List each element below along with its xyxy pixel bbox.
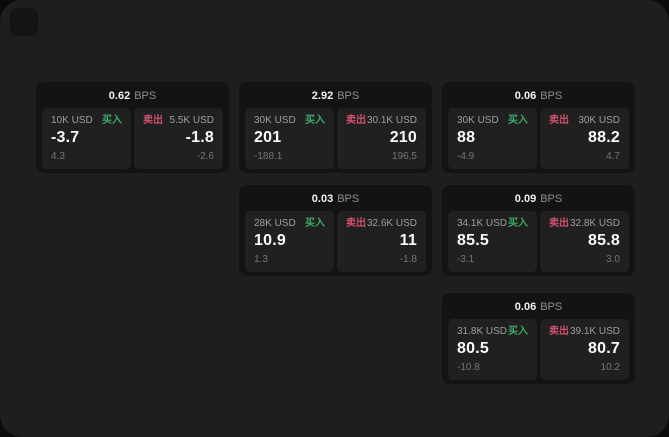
sell-side-label: 卖出 [143,115,163,126]
buy-side-label: 买入 [508,326,528,337]
sell-price: 210 [389,129,417,146]
buy-price: 10.9 [254,232,286,249]
sell-size: 30.1K USD [366,115,417,126]
sell-side-label: 卖出 [346,115,366,126]
sell-delta: 196.5 [391,151,417,162]
sell-side-label: 卖出 [549,115,569,126]
spread-header: 0.62 BPS [42,89,223,104]
quote-tiles: 28K USD 买入 10.9 1.3 卖出 32.6K USD 11 -1.8 [245,211,426,272]
quote-card: 0.03 BPS 28K USD 买入 10.9 1.3 卖出 32.6K USD… [239,185,432,276]
spread-header: 0.06 BPS [448,300,629,315]
buy-side-label: 买入 [508,115,528,126]
buy-size: 31.8K USD [457,326,508,337]
sell-tile[interactable]: 卖出 39.1K USD 80.7 10.2 [540,319,629,380]
sell-size: 30K USD [578,115,620,126]
spread-header: 0.06 BPS [448,89,629,104]
sell-tile[interactable]: 卖出 32.8K USD 85.8 3.0 [540,211,629,272]
spread-value: 0.03 [311,193,334,205]
buy-side-label: 买入 [102,115,122,126]
buy-delta: -4.9 [457,151,475,162]
buy-price: -3.7 [51,129,80,146]
bps-label: BPS [540,193,563,205]
quote-card: 0.06 BPS 31.8K USD 买入 80.5 -10.8 卖出 39.1K… [442,293,635,384]
sell-tile[interactable]: 卖出 30K USD 88.2 4.7 [540,108,629,169]
sell-price: 11 [399,232,417,249]
sell-price: 80.7 [588,340,620,357]
spread-value: 0.09 [514,193,537,205]
bps-label: BPS [337,193,360,205]
buy-size: 10K USD [51,115,93,126]
quote-card: 0.09 BPS 34.1K USD 买入 85.5 -3.1 卖出 32.8K … [442,185,635,276]
quote-card: 2.92 BPS 30K USD 买入 201 -188.1 卖出 30.1K U… [239,82,432,173]
sell-tile[interactable]: 卖出 5.5K USD -1.8 -2.6 [134,108,223,169]
buy-tile[interactable]: 10K USD 买入 -3.7 4.3 [42,108,131,169]
quote-card: 0.62 BPS 10K USD 买入 -3.7 4.3 卖出 5.5K USD … [36,82,229,173]
bps-label: BPS [134,90,157,102]
sell-price: 85.8 [588,232,620,249]
app-icon[interactable] [10,8,38,36]
buy-tile[interactable]: 34.1K USD 买入 85.5 -3.1 [448,211,537,272]
sell-delta: 3.0 [606,254,620,265]
bps-label: BPS [337,90,360,102]
spread-value: 0.62 [108,90,131,102]
buy-price: 88 [457,129,476,146]
sell-size: 39.1K USD [569,326,620,337]
sell-side-label: 卖出 [549,326,569,337]
spread-value: 2.92 [311,90,334,102]
buy-tile[interactable]: 30K USD 买入 88 -4.9 [448,108,537,169]
buy-size: 28K USD [254,218,296,229]
buy-delta: -188.1 [254,151,283,162]
bps-label: BPS [540,301,563,313]
bps-label: BPS [540,90,563,102]
sell-delta: 4.7 [606,151,620,162]
buy-delta: 1.3 [254,254,268,265]
buy-delta: -3.1 [457,254,475,265]
sell-size: 5.5K USD [169,115,214,126]
buy-size: 30K USD [254,115,296,126]
sell-price: -1.8 [185,129,214,146]
quote-tiles: 30K USD 买入 201 -188.1 卖出 30.1K USD 210 1… [245,108,426,169]
quote-card: 0.06 BPS 30K USD 买入 88 -4.9 卖出 30K USD 88… [442,82,635,173]
sell-price: 88.2 [588,129,620,146]
buy-side-label: 买入 [305,218,325,229]
quote-tiles: 30K USD 买入 88 -4.9 卖出 30K USD 88.2 4.7 [448,108,629,169]
buy-tile[interactable]: 28K USD 买入 10.9 1.3 [245,211,334,272]
spread-header: 0.09 BPS [448,192,629,207]
spread-value: 0.06 [514,301,537,313]
buy-price: 201 [254,129,282,146]
sell-tile[interactable]: 卖出 32.6K USD 11 -1.8 [337,211,426,272]
sell-delta: 10.2 [600,362,620,373]
spread-value: 0.06 [514,90,537,102]
buy-tile[interactable]: 30K USD 买入 201 -188.1 [245,108,334,169]
buy-size: 34.1K USD [457,218,508,229]
sell-tile[interactable]: 卖出 30.1K USD 210 196.5 [337,108,426,169]
buy-price: 85.5 [457,232,489,249]
buy-tile[interactable]: 31.8K USD 买入 80.5 -10.8 [448,319,537,380]
buy-side-label: 买入 [305,115,325,126]
sell-delta: -1.8 [399,254,417,265]
sell-side-label: 卖出 [346,218,366,229]
spread-header: 2.92 BPS [245,89,426,104]
quote-tiles: 34.1K USD 买入 85.5 -3.1 卖出 32.8K USD 85.8… [448,211,629,272]
buy-price: 80.5 [457,340,489,357]
buy-delta: 4.3 [51,151,65,162]
spread-header: 0.03 BPS [245,192,426,207]
buy-side-label: 买入 [508,218,528,229]
buy-size: 30K USD [457,115,499,126]
buy-delta: -10.8 [457,362,480,373]
sell-delta: -2.6 [196,151,214,162]
sell-size: 32.8K USD [569,218,620,229]
quote-tiles: 10K USD 买入 -3.7 4.3 卖出 5.5K USD -1.8 -2.… [42,108,223,169]
sell-size: 32.6K USD [366,218,417,229]
quote-tiles: 31.8K USD 买入 80.5 -10.8 卖出 39.1K USD 80.… [448,319,629,380]
sell-side-label: 卖出 [549,218,569,229]
